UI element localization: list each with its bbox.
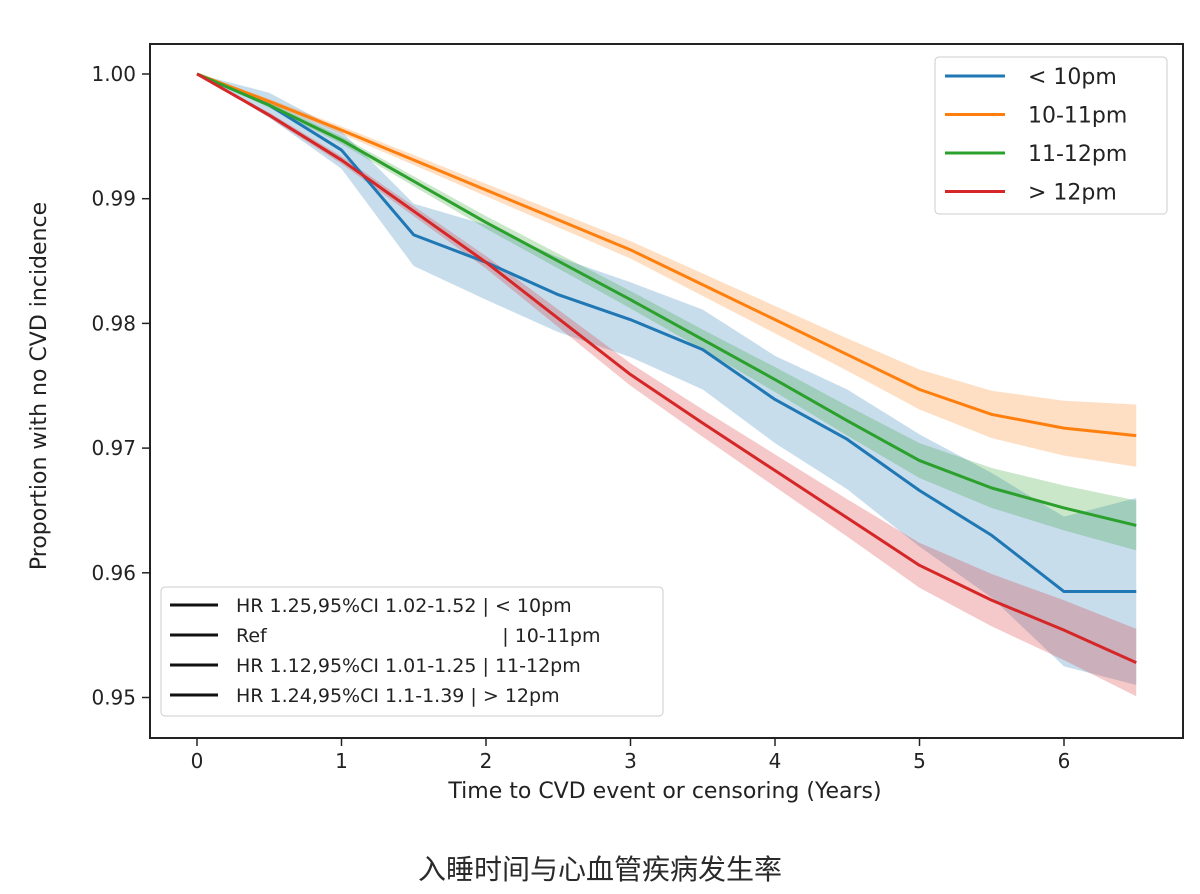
series-line-3 bbox=[196, 72, 1137, 664]
x-tick-label: 0 bbox=[191, 749, 204, 773]
ci-band-3 bbox=[197, 74, 1137, 697]
hr-legend-label: HR 1.24,95%CI 1.1-1.39 | > 12pm bbox=[236, 685, 560, 707]
hr-legend-label: HR 1.25,95%CI 1.02-1.52 | < 10pm bbox=[236, 595, 572, 617]
x-tick-label: 2 bbox=[480, 749, 493, 773]
x-tick-label: 6 bbox=[1058, 749, 1071, 773]
y-tick-label: 0.95 bbox=[91, 686, 136, 710]
figure-caption: 入睡时间与心血管疾病发生率 bbox=[417, 853, 782, 886]
x-axis-label: Time to CVD event or censoring (Years) bbox=[447, 779, 881, 804]
hr-legend-label: HR 1.12,95%CI 1.01-1.25 | 11-12pm bbox=[236, 655, 581, 677]
y-tick-label: 0.97 bbox=[91, 436, 136, 460]
ci-band-1 bbox=[197, 74, 1137, 467]
y-axis-label: Proportion with no CVD incidence bbox=[27, 202, 52, 570]
legend-label: 11-12pm bbox=[1028, 142, 1127, 167]
ci-band-0 bbox=[197, 74, 1137, 686]
legend-label: 10-11pm bbox=[1028, 104, 1127, 129]
series-line-0 bbox=[196, 72, 1137, 594]
plot-frame bbox=[149, 43, 1184, 739]
series-line-1 bbox=[196, 72, 1137, 438]
x-tick-label: 3 bbox=[624, 749, 637, 773]
y-tick-label: 0.99 bbox=[91, 187, 136, 211]
y-tick-label: 0.96 bbox=[91, 561, 136, 585]
x-tick-label: 5 bbox=[913, 749, 926, 773]
legend-label: < 10pm bbox=[1028, 65, 1117, 90]
x-tick-label: 1 bbox=[335, 749, 348, 773]
y-tick-label: 0.98 bbox=[91, 311, 136, 335]
series-line-2 bbox=[196, 72, 1137, 527]
hr-legend-label: Ref | 10-11pm bbox=[236, 625, 601, 647]
legend-label: > 12pm bbox=[1028, 181, 1117, 206]
y-tick-label: 1.00 bbox=[91, 62, 136, 86]
series-legend-box bbox=[934, 56, 1168, 215]
x-tick-label: 4 bbox=[769, 749, 782, 773]
hr-legend-box bbox=[160, 586, 664, 717]
